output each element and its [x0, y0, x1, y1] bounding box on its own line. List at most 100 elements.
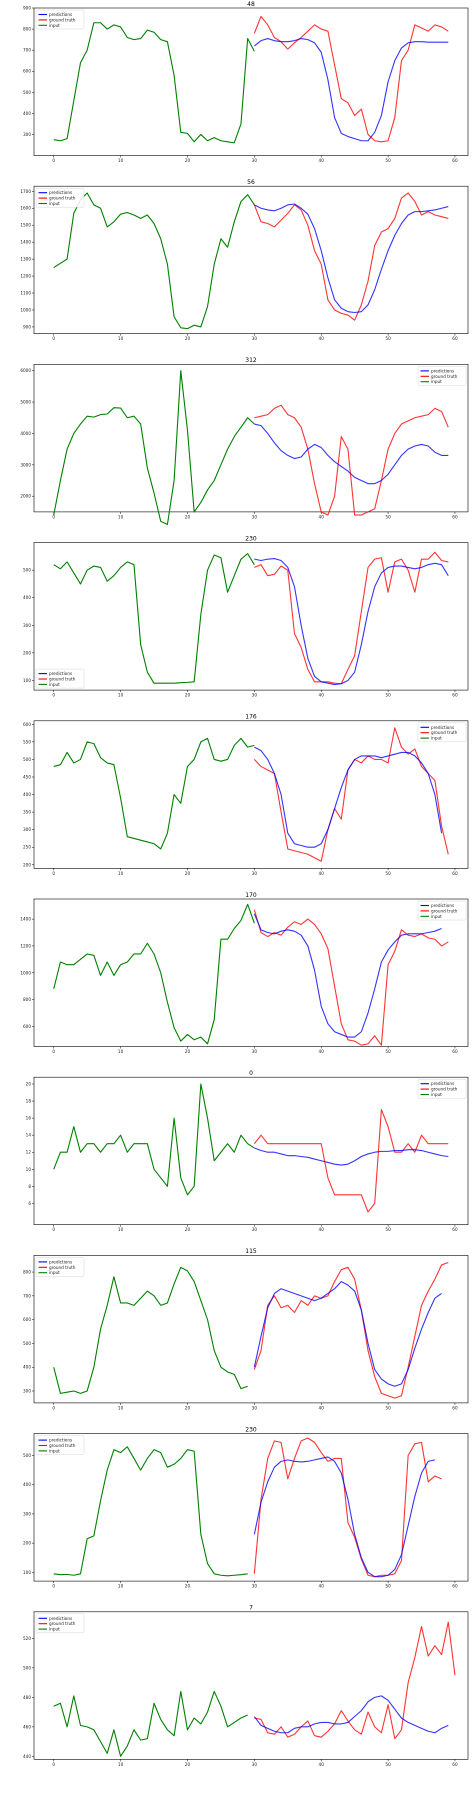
series-ground-truth-line	[254, 551, 449, 685]
x-tick-label: 40	[319, 871, 325, 876]
plot-area	[33, 1611, 469, 1760]
y-tick-label: 250	[23, 845, 31, 850]
y-tick-label: 1100	[20, 291, 31, 296]
legend-box	[417, 900, 467, 921]
y-tick-label: 700	[23, 48, 31, 53]
legend-box	[35, 187, 85, 208]
series-predictions-line	[253, 1456, 436, 1578]
x-tick-label: 50	[385, 158, 391, 163]
legend-label-ground-truth: ground truth	[49, 1621, 76, 1626]
y-tick-label: 100	[23, 678, 31, 683]
y-tick-label: 600	[23, 69, 31, 74]
x-tick-label: 0	[52, 1227, 55, 1232]
legend-label-predictions: predictions	[431, 368, 454, 373]
legend-label-predictions: predictions	[49, 12, 72, 17]
x-tick-label: 10	[118, 514, 124, 519]
series-input-line	[53, 553, 255, 684]
legend-label-ground-truth: ground truth	[431, 1087, 458, 1092]
chart-panel-3: 312 0 10 20 30 40 50 60 2000 3000 4000 5000 6000 pred…	[20, 357, 469, 526]
series-predictions-line	[254, 1147, 449, 1166]
y-tick-label: 200	[23, 862, 31, 867]
plot-area	[33, 542, 469, 691]
x-tick-label: 60	[452, 1762, 458, 1767]
y-tick-label: 500	[23, 1453, 31, 1458]
legend-label-predictions: predictions	[431, 725, 454, 730]
y-tick-label: 12	[26, 1150, 32, 1155]
plot-area	[33, 1255, 469, 1404]
x-tick-label: 0	[52, 871, 55, 876]
legend-label-input: input	[431, 1092, 442, 1097]
plot-area	[33, 7, 469, 156]
series-input-line	[53, 1446, 248, 1577]
chart-panel-5: 176 0 10 20 30 40 50 60 200 250 300 350 400 450 500 550…	[23, 714, 469, 876]
x-tick-label: 20	[185, 1049, 191, 1054]
x-tick-label: 40	[319, 336, 325, 341]
series-predictions-line	[253, 37, 449, 142]
y-tick-label: 200	[23, 1541, 31, 1546]
legend-box	[35, 1257, 85, 1277]
x-tick-label: 50	[385, 871, 391, 876]
series-input-line	[53, 22, 255, 144]
y-tick-label: 300	[23, 827, 31, 832]
y-tick-label: 6	[28, 1201, 31, 1206]
legend-label-input: input	[49, 1627, 60, 1632]
x-tick-label: 50	[385, 336, 391, 341]
series-input-line	[53, 192, 255, 330]
y-tick-label: 800	[23, 27, 31, 32]
x-tick-label: 30	[252, 1762, 258, 1767]
y-tick-label: 600	[23, 1317, 31, 1322]
legend-label-ground-truth: ground truth	[49, 1443, 76, 1448]
y-tick-label: 600	[23, 1024, 31, 1029]
y-tick-label: 700	[23, 1293, 31, 1298]
y-tick-label: 800	[23, 997, 31, 1002]
x-tick-label: 60	[452, 693, 458, 698]
y-tick-label: 1200	[20, 274, 31, 279]
legend-label-ground-truth: ground truth	[49, 677, 76, 682]
x-tick-label: 40	[319, 158, 325, 163]
x-tick-label: 30	[252, 1049, 258, 1054]
series-predictions-line	[253, 1281, 442, 1387]
y-tick-label: 500	[23, 568, 31, 573]
series-predictions-line	[254, 423, 449, 485]
y-tick-label: 400	[23, 792, 31, 797]
series-input-line	[53, 737, 255, 850]
y-tick-label: 1300	[20, 257, 31, 262]
legend-label-input: input	[49, 23, 60, 28]
y-tick-label: 500	[23, 757, 31, 762]
x-tick-label: 0	[52, 1584, 55, 1589]
x-tick-label: 20	[185, 1584, 191, 1589]
series-input-line	[53, 1083, 255, 1196]
y-tick-label: 1500	[20, 223, 31, 228]
chart-panel-10: 7 0 10 20 30 40 50 60 440 460 480 500 520 predictions…	[23, 1605, 469, 1767]
chart-panel-8: 115 0 10 20 30 40 50 60 300 400 500 600 700 800 predic…	[23, 1248, 469, 1410]
y-tick-label: 1400	[20, 240, 31, 245]
x-tick-label: 0	[52, 1049, 55, 1054]
series-ground-truth-line	[253, 1262, 449, 1399]
x-tick-label: 30	[252, 1405, 258, 1410]
y-tick-label: 400	[23, 111, 31, 116]
x-tick-label: 10	[118, 1227, 124, 1232]
x-tick-label: 50	[385, 1227, 391, 1232]
y-tick-label: 900	[23, 324, 31, 329]
x-tick-label: 60	[452, 1227, 458, 1232]
plot-area	[33, 185, 469, 334]
y-tick-label: 1400	[20, 917, 31, 922]
legend-box	[417, 1078, 467, 1099]
x-tick-label: 30	[252, 1584, 258, 1589]
y-tick-label: 440	[23, 1754, 31, 1759]
x-tick-label: 10	[118, 1405, 124, 1410]
chart-panel-2: 56 0 10 20 30 40 50 60 900 1000 1100 1200 1300 1400 15…	[20, 179, 469, 341]
y-tick-label: 16	[26, 1116, 32, 1121]
x-tick-label: 30	[252, 693, 258, 698]
chart-title: 48	[247, 1, 255, 8]
legend-label-input: input	[49, 1448, 60, 1453]
y-tick-label: 1600	[20, 206, 31, 211]
x-tick-label: 40	[319, 514, 325, 519]
x-tick-label: 60	[452, 1405, 458, 1410]
y-tick-label: 3000	[20, 462, 31, 467]
